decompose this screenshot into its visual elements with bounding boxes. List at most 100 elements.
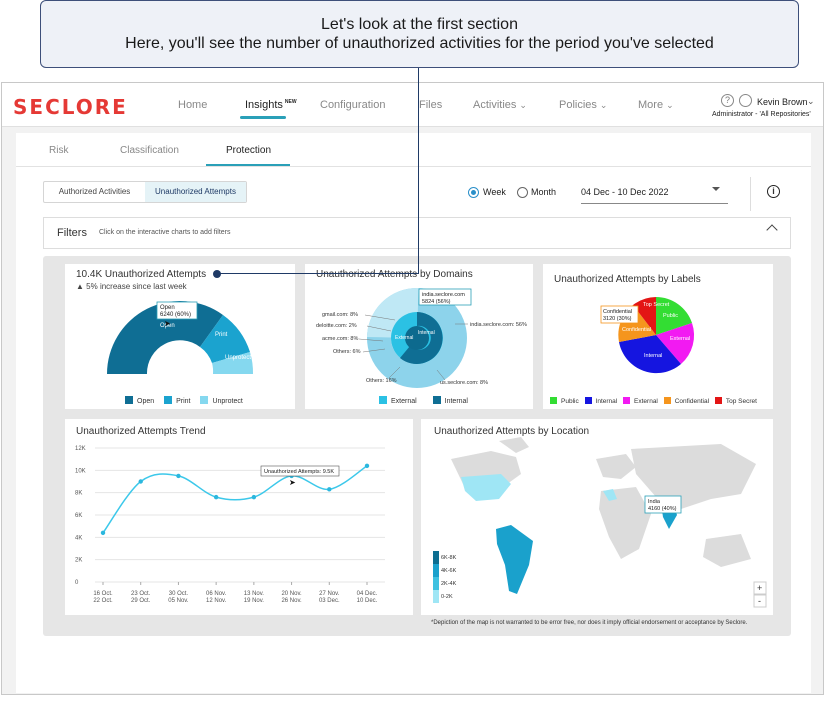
x-tick-label: 06 Nov. <box>206 591 227 597</box>
x-tick-label: 19 Nov. <box>244 598 265 604</box>
tab-classification[interactable]: Classification <box>120 145 179 156</box>
pie-slice-top-secret[interactable] <box>633 297 656 335</box>
trend-point[interactable] <box>364 463 370 469</box>
trend-tooltip <box>260 465 340 477</box>
labels-legend: Public Internal External Confidential To… <box>550 397 757 405</box>
domains-outer-ring-external[interactable] <box>367 288 467 388</box>
info-icon[interactable]: i <box>767 185 780 198</box>
tab-risk[interactable]: Risk <box>49 145 69 156</box>
zoom-out-button[interactable] <box>753 594 767 608</box>
legend-confidential[interactable]: Confidential <box>674 398 710 405</box>
pie-slice-public[interactable] <box>656 297 692 335</box>
user-avatar-icon[interactable] <box>739 94 752 107</box>
nav-home[interactable]: Home <box>178 99 208 111</box>
chevron-up-icon[interactable] <box>766 224 778 236</box>
zoom-out-label: - <box>758 596 761 606</box>
x-tick-label: 12 Nov. <box>206 598 227 604</box>
legend-external[interactable]: External <box>391 398 417 405</box>
x-tick-label: 27 Nov. <box>319 591 340 597</box>
nav-files[interactable]: Files <box>419 99 443 111</box>
summary-title: 10.4K Unauthorized Attempts <box>76 269 207 280</box>
europe-outline <box>596 454 636 479</box>
legend-external[interactable]: External <box>634 398 658 405</box>
trend-point[interactable] <box>176 473 181 479</box>
week-radio[interactable] <box>468 187 479 198</box>
nav-policies[interactable]: Policies ⌄ <box>559 99 607 111</box>
pie-slice-external[interactable] <box>656 323 695 364</box>
trend-point[interactable] <box>138 479 143 484</box>
nav-active-indicator <box>240 116 286 119</box>
legend-public[interactable]: Public <box>561 398 579 405</box>
legend-internal[interactable]: Internal <box>444 398 468 405</box>
legend-print[interactable]: Print <box>176 398 191 405</box>
user-name[interactable]: Kevin Brown <box>757 97 808 107</box>
region-brazil[interactable] <box>496 525 533 594</box>
nav-activities[interactable]: Activities ⌄ <box>473 99 527 111</box>
tooltip-domain-label: india.seclore.com <box>422 292 465 298</box>
caret-down-icon[interactable] <box>712 187 720 191</box>
label-gmail: gmail.com: 8% <box>322 312 358 318</box>
pie-slice-internal[interactable] <box>619 335 681 374</box>
help-icon[interactable]: ? <box>721 94 734 107</box>
authorized-activities-button[interactable]: Authorized Activities <box>58 187 131 196</box>
labels-pie-chart[interactable]: Top Secret Public External Internal Conf… <box>543 264 773 409</box>
nav-more[interactable]: More ⌄ <box>638 99 674 111</box>
trend-point[interactable] <box>251 494 257 500</box>
legend-swatch <box>200 396 209 404</box>
trend-line-chart[interactable]: 12K 10K 8K 6K 4K 2K 0 16 Oct.22 Oct. 23 Oct.29 O… <box>65 419 413 615</box>
filters-panel[interactable]: Filters Click on the interactive charts … <box>43 217 791 249</box>
tooltip-open <box>156 301 198 320</box>
legend-swatch <box>623 397 631 404</box>
callout-line-1: Let's look at the first section <box>321 16 518 33</box>
africa-outline <box>599 487 651 559</box>
donut-segment-unprotect[interactable] <box>212 352 254 374</box>
location-card: Unauthorized Attempts by Location <box>421 419 773 615</box>
legend-swatch <box>125 396 133 404</box>
legend-internal[interactable]: Internal <box>595 398 618 405</box>
chevron-down-icon[interactable]: ⌄ <box>807 96 815 106</box>
trend-point[interactable] <box>100 530 106 536</box>
tab-divider <box>16 166 811 167</box>
zoom-in-button[interactable] <box>753 581 767 595</box>
label-deloitte: deloitte.com: 2% <box>316 323 357 329</box>
domains-center <box>405 326 429 350</box>
seclore-logo[interactable]: SECLORE <box>13 95 128 119</box>
main-content: Risk Classification Protection Authorize… <box>16 133 811 693</box>
nav-activities-label: Activities <box>473 99 517 111</box>
legend-top-secret[interactable]: Top Secret <box>725 398 757 405</box>
trend-point[interactable] <box>213 494 219 500</box>
callout-connector-line <box>217 273 419 274</box>
legend-swatch <box>584 397 592 404</box>
region-usa[interactable] <box>461 474 511 501</box>
new-badge: NEW <box>284 99 297 106</box>
region-europe-highlight[interactable] <box>603 489 617 501</box>
chevron-down-icon: ⌄ <box>666 100 674 110</box>
nav-configuration[interactable]: Configuration <box>320 99 386 111</box>
month-radio[interactable] <box>517 187 528 198</box>
trend-point[interactable] <box>327 487 332 492</box>
x-tick-label: 22 Oct. <box>93 598 113 604</box>
world-map[interactable]: India 4160 (40%) 6K-8K 4K-6K 2K-4K 0-2K … <box>421 419 773 615</box>
summary-donut-chart[interactable]: Open Print Unprotect Open 6240 (60%) ➤ <box>65 264 295 409</box>
date-range-select[interactable]: 04 Dec - 10 Dec 2022 <box>581 184 728 204</box>
domains-inner-internal[interactable] <box>400 312 443 364</box>
legend-unprotect[interactable]: Unprotect <box>212 398 243 405</box>
summary-change: ▲ 5% increase since last week <box>76 282 187 291</box>
unauthorized-attempts-button[interactable]: Unauthorized Attempts <box>145 182 246 202</box>
label-acme: acme.com: 8% <box>322 336 358 342</box>
tooltip-label <box>600 305 639 324</box>
legend-open[interactable]: Open <box>137 398 155 405</box>
scale-label: 6K-8K <box>441 555 457 561</box>
legend-swatch <box>379 396 387 404</box>
tab-protection[interactable]: Protection <box>226 145 272 156</box>
y-tick-label: 4K <box>75 535 82 541</box>
legend-swatch <box>550 397 557 404</box>
label-others-6: Others: 6% <box>333 349 361 355</box>
dashboard-area: 10.4K Unauthorized Attempts ▲ 5% increas… <box>43 256 791 636</box>
nav-insights[interactable]: Insights NEW <box>245 99 297 111</box>
donut-segment-print[interactable] <box>200 315 250 363</box>
callout-line-2: Here, you'll see the number of unauthori… <box>125 35 714 52</box>
map-disclaimer: *Depiction of the map is not warranted t… <box>431 620 748 626</box>
nav-insights-label: Insights <box>245 99 283 111</box>
domains-donut-chart[interactable]: External Internal india.seclore.com 5824… <box>305 264 533 409</box>
